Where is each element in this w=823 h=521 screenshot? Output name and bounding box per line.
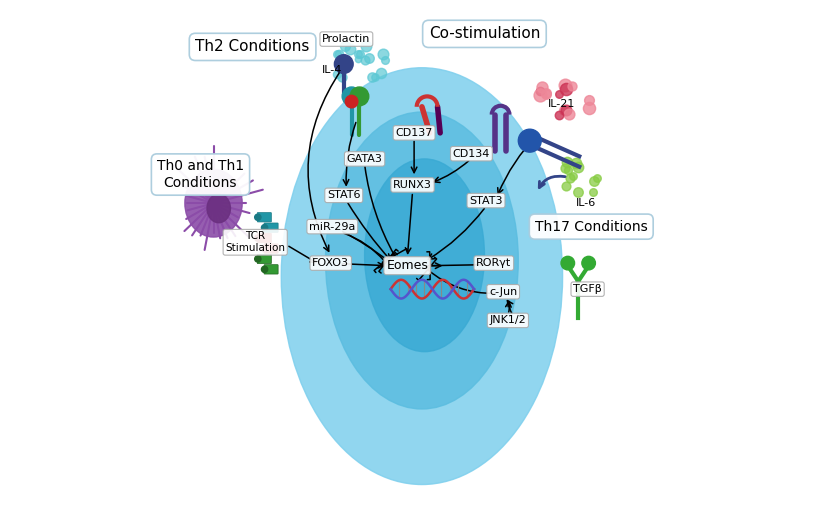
Text: STAT3: STAT3 — [469, 195, 503, 206]
Point — [565, 82, 578, 91]
Text: JNK1/2: JNK1/2 — [490, 315, 526, 326]
Point — [588, 177, 601, 185]
Point — [536, 83, 549, 92]
Text: Th17 Conditions: Th17 Conditions — [535, 220, 648, 233]
Text: RUNX3: RUNX3 — [393, 180, 432, 190]
Circle shape — [518, 129, 542, 152]
Point — [583, 96, 596, 104]
Circle shape — [342, 87, 361, 106]
Point — [557, 106, 570, 115]
Circle shape — [561, 256, 574, 270]
Point — [564, 173, 577, 182]
Point — [570, 159, 583, 167]
FancyBboxPatch shape — [264, 223, 278, 232]
Point — [560, 106, 573, 114]
Point — [539, 89, 552, 97]
Point — [559, 181, 572, 190]
Circle shape — [254, 235, 261, 241]
Point — [359, 42, 372, 50]
Point — [572, 188, 585, 196]
Text: Th0 and Th1
Conditions: Th0 and Th1 Conditions — [157, 159, 244, 190]
Point — [338, 56, 351, 65]
Point — [539, 90, 552, 98]
Point — [590, 174, 603, 182]
Point — [583, 104, 596, 112]
Circle shape — [334, 55, 353, 73]
Point — [335, 73, 348, 81]
Point — [553, 90, 566, 98]
Point — [561, 166, 574, 174]
Text: Eomes: Eomes — [386, 259, 428, 272]
Circle shape — [262, 225, 267, 231]
Ellipse shape — [326, 112, 518, 409]
Text: Th2 Conditions: Th2 Conditions — [195, 40, 309, 54]
Point — [351, 55, 365, 63]
Point — [365, 73, 379, 82]
Point — [331, 50, 344, 58]
Point — [353, 50, 366, 58]
Text: IL-21: IL-21 — [548, 99, 575, 109]
Ellipse shape — [207, 194, 230, 223]
Point — [563, 109, 576, 118]
Point — [374, 69, 388, 77]
Text: Co-stimulation: Co-stimulation — [429, 27, 540, 41]
Circle shape — [254, 256, 261, 262]
Point — [379, 55, 392, 64]
FancyBboxPatch shape — [258, 213, 272, 222]
Circle shape — [582, 256, 595, 270]
Ellipse shape — [365, 159, 485, 352]
Text: TCR
Stimulation: TCR Stimulation — [226, 231, 286, 253]
Point — [533, 87, 546, 95]
Text: STAT6: STAT6 — [327, 190, 360, 201]
Point — [533, 91, 546, 99]
Text: IL-6: IL-6 — [575, 198, 596, 208]
Ellipse shape — [281, 68, 563, 485]
Point — [344, 45, 357, 53]
Text: RORγt: RORγt — [477, 258, 511, 268]
Point — [571, 163, 584, 171]
Circle shape — [262, 245, 267, 252]
Text: Prolactin: Prolactin — [322, 34, 370, 44]
Ellipse shape — [185, 169, 242, 237]
FancyBboxPatch shape — [264, 265, 278, 274]
Point — [330, 69, 343, 78]
Circle shape — [254, 214, 261, 220]
Point — [332, 50, 346, 58]
Text: CD134: CD134 — [453, 148, 491, 159]
Point — [351, 51, 365, 59]
Circle shape — [262, 266, 267, 272]
Point — [377, 51, 390, 59]
Point — [338, 42, 351, 50]
Text: CD137: CD137 — [395, 128, 433, 138]
FancyBboxPatch shape — [264, 244, 278, 253]
Point — [559, 164, 572, 172]
Circle shape — [350, 87, 369, 106]
Point — [560, 84, 573, 93]
Point — [567, 172, 580, 180]
Text: c-Jun: c-Jun — [489, 287, 518, 297]
Point — [586, 188, 599, 196]
Text: IL-4: IL-4 — [322, 65, 342, 76]
Circle shape — [346, 95, 358, 108]
Text: TGFβ: TGFβ — [574, 284, 602, 294]
Point — [558, 81, 571, 90]
Point — [363, 54, 376, 62]
FancyBboxPatch shape — [258, 254, 272, 264]
Text: GATA3: GATA3 — [346, 154, 383, 164]
Text: FOXO3: FOXO3 — [312, 258, 349, 268]
Text: miR-29a: miR-29a — [309, 221, 356, 232]
FancyBboxPatch shape — [258, 233, 272, 243]
Point — [560, 158, 574, 167]
Point — [553, 111, 566, 119]
Point — [369, 73, 382, 81]
Point — [358, 56, 371, 64]
